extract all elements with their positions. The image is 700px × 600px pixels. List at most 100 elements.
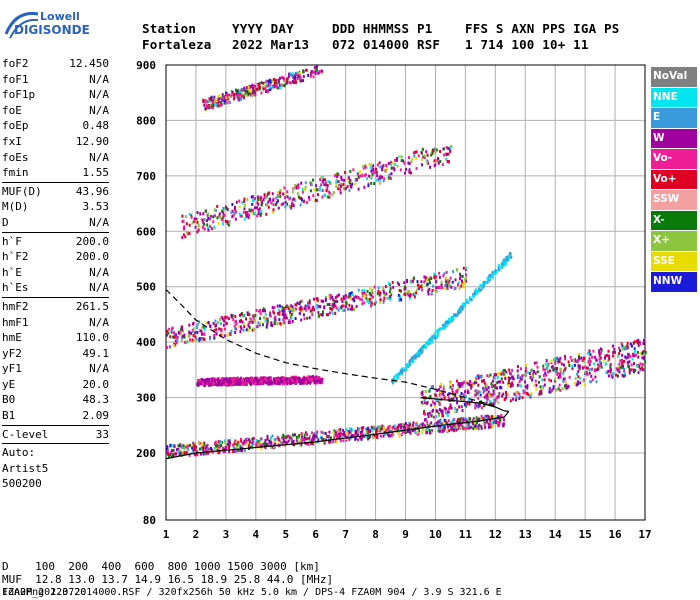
echo-point <box>229 379 232 383</box>
echo-point <box>460 417 463 421</box>
legend-item-ssw: SSW <box>651 190 697 210</box>
echo-point <box>278 310 281 314</box>
echo-point <box>219 448 222 452</box>
echo-point <box>423 343 426 347</box>
echo-point <box>289 321 291 324</box>
header-line1-field-0: Station <box>142 21 197 36</box>
echo-point <box>210 95 213 99</box>
param-name: MUF(D) <box>2 184 42 198</box>
echo-point <box>507 384 510 387</box>
echo-point <box>595 358 598 362</box>
echo-point <box>287 321 290 324</box>
echo-point <box>343 187 345 191</box>
echo-point <box>488 415 491 419</box>
echo-point <box>402 367 405 371</box>
param-value: N/A <box>89 150 109 164</box>
echo-point <box>235 327 238 331</box>
echo-point <box>403 161 406 165</box>
echo-point <box>465 266 468 270</box>
echo-point <box>487 386 490 389</box>
echo-point <box>312 178 314 182</box>
echo-point <box>276 435 279 439</box>
echo-point <box>311 379 314 383</box>
param-row: foF2 12.450 <box>2 56 109 72</box>
echo-point <box>474 389 477 393</box>
echo-point <box>242 441 245 445</box>
echo-point <box>429 387 432 391</box>
echo-point <box>562 377 565 381</box>
echo-point <box>343 433 346 437</box>
echo-point <box>206 223 209 227</box>
echo-point <box>531 374 534 378</box>
echo-point <box>257 84 260 88</box>
echo-point <box>426 282 429 286</box>
param-name: M(D) <box>2 200 29 214</box>
echo-point <box>445 280 447 284</box>
echo-point <box>554 359 557 363</box>
echo-point <box>618 367 621 370</box>
echo-point <box>272 210 275 214</box>
echo-point <box>421 288 424 292</box>
param-value: 200.0 <box>75 250 109 264</box>
echo-point <box>257 321 260 325</box>
echo-point <box>266 377 269 381</box>
echo-point <box>464 390 467 394</box>
echo-point <box>183 445 186 449</box>
echo-point <box>428 424 431 428</box>
echo-point <box>408 162 411 166</box>
param-name: D <box>2 215 9 229</box>
echo-point <box>547 370 549 374</box>
echo-point <box>454 425 457 429</box>
echo-point <box>370 296 373 300</box>
echo-point <box>486 414 489 418</box>
echo-point <box>191 446 194 450</box>
echo-point <box>462 381 465 385</box>
echo-point <box>255 440 258 444</box>
echo-point <box>304 181 307 185</box>
echo-point <box>426 420 429 424</box>
echo-point <box>312 375 315 379</box>
echo-point <box>202 445 205 449</box>
echo-point <box>340 175 343 179</box>
echo-point <box>225 93 228 97</box>
echo-point <box>326 184 329 187</box>
echo-point <box>295 186 298 190</box>
echo-point <box>333 436 336 440</box>
param-row: foE N/A <box>2 103 109 119</box>
echo-point <box>552 368 555 372</box>
echo-point <box>317 193 319 197</box>
echo-point <box>526 386 529 390</box>
echo-point <box>523 373 526 377</box>
echo-point <box>387 296 390 300</box>
echo-point <box>269 198 272 202</box>
echo-point <box>482 379 485 382</box>
echo-point <box>472 422 475 426</box>
echo-point <box>480 414 483 418</box>
echo-point <box>436 159 439 162</box>
echo-point <box>624 355 627 359</box>
echo-point <box>407 290 410 293</box>
echo-point <box>254 382 257 386</box>
echo-point <box>571 366 574 370</box>
echo-point <box>389 295 392 298</box>
echo-point <box>445 407 447 411</box>
echo-point <box>259 309 262 312</box>
echo-point <box>207 228 210 232</box>
echo-point <box>518 383 521 387</box>
echo-point <box>439 160 442 163</box>
echo-point <box>511 381 514 385</box>
echo-point <box>421 284 423 288</box>
echo-point <box>508 371 511 375</box>
echo-point <box>532 372 534 376</box>
echo-point <box>181 334 184 338</box>
echo-point <box>255 88 258 92</box>
echo-point <box>225 377 228 380</box>
echo-point <box>209 224 212 228</box>
echo-point <box>451 384 454 387</box>
echo-point <box>448 425 451 429</box>
echo-point <box>166 329 169 333</box>
echo-point <box>291 320 294 323</box>
param-name: foF1 <box>2 72 29 86</box>
echo-point <box>360 433 363 437</box>
echo-point <box>388 429 391 433</box>
